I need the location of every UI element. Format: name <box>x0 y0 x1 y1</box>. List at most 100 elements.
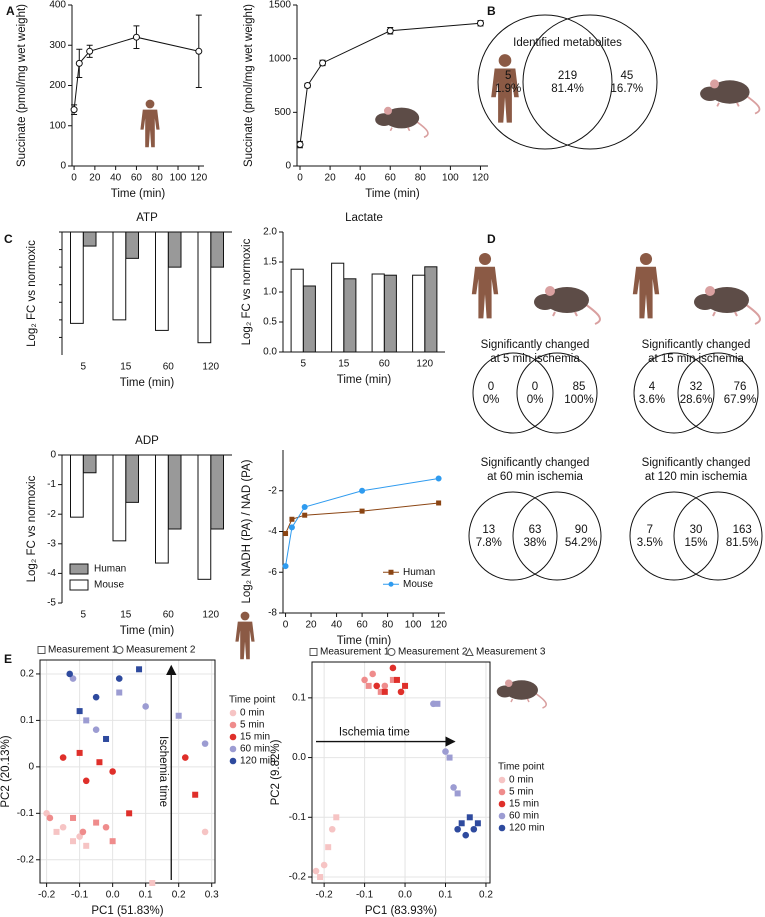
x-tick-label: -0.1 <box>356 890 374 901</box>
venn-circle <box>468 491 558 581</box>
legend-label: 0 min <box>240 708 264 719</box>
point <box>142 703 149 710</box>
point <box>296 141 304 149</box>
point <box>288 524 295 531</box>
point <box>462 831 470 839</box>
marker-label: Measurement 1 <box>48 645 118 656</box>
x-tick-label: 80 <box>152 173 164 184</box>
bar <box>412 274 426 353</box>
venn-value: 76 <box>734 381 747 393</box>
venn-value: 28.6% <box>680 394 713 406</box>
x-tick-label: 120 <box>430 620 447 631</box>
y-tick-label: -6 <box>268 567 277 578</box>
point <box>386 27 394 35</box>
point <box>359 487 366 494</box>
chart: PC1 (51.83%) PC2 (20.13%) -0.2 -0.1 0 0.1 0.2 -… <box>0 645 276 917</box>
legend-label: 120 min <box>509 823 545 834</box>
point <box>181 754 189 761</box>
legend-title: Time point <box>498 762 545 773</box>
chart-title: ADP <box>135 435 159 447</box>
point <box>76 833 83 840</box>
legend-label: 5 min <box>509 787 533 798</box>
legend-label: 0 min <box>509 775 533 786</box>
x-tick-label: 100 <box>442 173 459 184</box>
point <box>195 47 203 55</box>
x-tick-label: 100 <box>405 620 422 631</box>
point <box>75 59 83 67</box>
venn-circle <box>673 491 763 581</box>
point <box>53 828 60 835</box>
y-tick-label: 100 <box>49 120 66 131</box>
venn-value: 7.8% <box>476 537 502 549</box>
y-tick-label: -4 <box>268 526 277 537</box>
legend-label: 15 min <box>509 799 539 810</box>
human-icon <box>471 252 499 319</box>
point <box>192 791 199 798</box>
venn-title: at 60 min ischemia <box>487 471 583 483</box>
point <box>201 740 209 747</box>
point <box>132 33 140 41</box>
venn-value: 163 <box>733 524 752 536</box>
marker-label: Measurement 2 <box>126 645 196 656</box>
y-tick-label: -4 <box>47 568 56 579</box>
point <box>458 820 465 827</box>
bar <box>343 278 357 353</box>
y-axis-label: Succinate (pmol/mg wet weight) <box>243 4 255 167</box>
venn-value: 85 <box>573 381 586 393</box>
legend-label: Human <box>94 564 126 575</box>
point <box>389 664 397 672</box>
mouse-icon <box>533 285 601 325</box>
venn-value: 7 <box>647 524 653 536</box>
x-tick-label: 80 <box>382 620 394 631</box>
y-axis-label: PC2 (9.82%) <box>270 739 282 805</box>
x-tick-label: 0.1 <box>139 890 153 901</box>
marker-symbol <box>115 646 124 654</box>
y-tick-label: 1500 <box>269 0 292 11</box>
point <box>76 708 83 715</box>
x-tick-label: 60 <box>385 173 397 184</box>
point <box>70 838 77 845</box>
y-tick-label: 400 <box>49 0 66 11</box>
point <box>302 512 308 518</box>
point <box>83 842 90 849</box>
bar <box>197 454 212 580</box>
y-tick-label: -2 <box>47 509 56 520</box>
point <box>397 688 405 696</box>
chart: ATP Time (min) Log₂ FC vs normoxic 5 15 60 120 <box>26 212 232 389</box>
legend-label: 15 min <box>240 732 270 743</box>
point <box>175 712 182 719</box>
venn-title: at 15 min ischemia <box>648 353 744 365</box>
x-tick-label: 60 <box>163 362 175 373</box>
human-icon <box>140 99 160 148</box>
plot-frame <box>311 661 491 884</box>
legend-symbol <box>498 800 506 808</box>
point <box>109 768 116 775</box>
venn-value: 63 <box>529 524 542 536</box>
venn-title: Identified metabolites <box>513 37 622 49</box>
x-tick-label: 120 <box>202 610 219 621</box>
legend-title: Time point <box>229 695 276 706</box>
point <box>96 759 103 766</box>
marker-label: Measurement 2 <box>398 647 468 658</box>
x-tick-label: 0 <box>297 173 303 184</box>
y-tick-label: 0 <box>28 761 34 772</box>
x-tick-label: 40 <box>355 173 367 184</box>
point <box>442 748 449 755</box>
point <box>304 82 312 89</box>
y-tick-label: -0.2 <box>17 854 35 865</box>
x-tick-label: 120 <box>416 359 433 370</box>
x-tick-label: 5 <box>300 359 306 370</box>
point <box>59 823 67 831</box>
venn-value: 81.5% <box>726 537 759 549</box>
venn-circle <box>516 352 598 434</box>
x-axis-label: PC1 (83.93%) <box>365 905 437 917</box>
point <box>454 825 461 833</box>
mouse-icon <box>496 678 547 709</box>
bar <box>155 231 169 331</box>
bar <box>112 231 127 321</box>
marker-label: Measurement 3 <box>476 647 546 658</box>
point <box>381 682 389 690</box>
legend-symbol <box>229 745 237 753</box>
point <box>103 735 110 742</box>
panel-label: D <box>487 232 496 246</box>
